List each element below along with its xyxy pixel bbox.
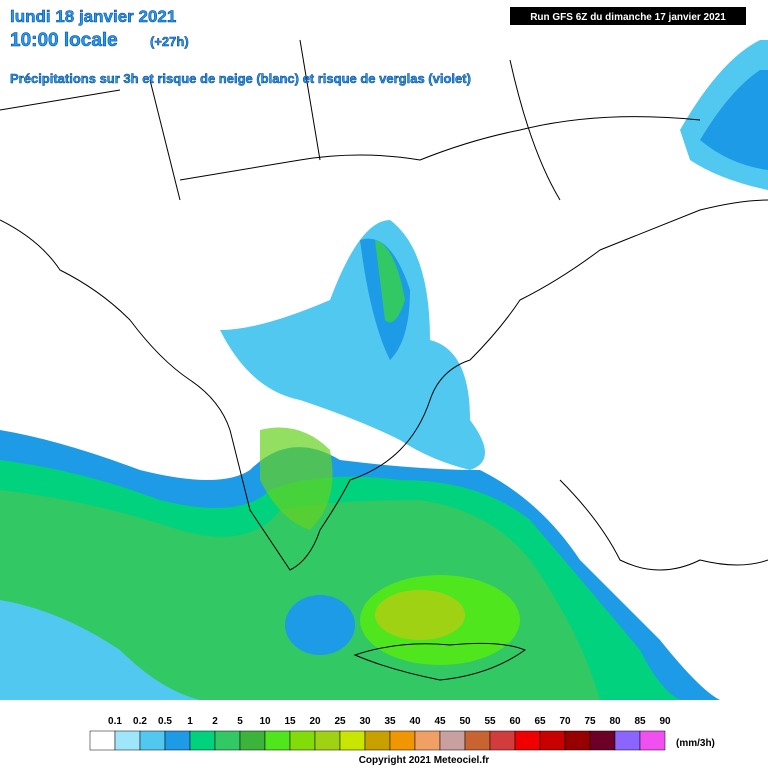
legend-level: 1 [187, 716, 193, 727]
legend-level: 0.2 [133, 716, 147, 727]
legend-swatch [264, 730, 291, 751]
legend-swatch [164, 730, 191, 751]
legend-level: 30 [359, 716, 371, 727]
run-box [510, 7, 746, 25]
precipitation-field [0, 40, 768, 700]
legend-swatch [639, 730, 666, 751]
legend: 0.1 0.2 0.5 1 2 5 10 15 20 25 30 35 40 45 50 55 60 65 70 75… [89, 716, 671, 751]
legend-level: 0.5 [158, 716, 172, 727]
legend-swatch [239, 730, 266, 751]
legend-swatch [514, 730, 541, 751]
legend-swatch [564, 730, 591, 751]
legend-swatch [289, 730, 316, 751]
legend-level: 90 [659, 716, 671, 727]
legend-level: 85 [634, 716, 646, 727]
legend-level: 35 [384, 716, 396, 727]
legend-level: 5 [237, 716, 243, 727]
legend-level: 25 [334, 716, 346, 727]
legend-swatch [464, 730, 491, 751]
legend-swatch [614, 730, 641, 751]
legend-level: 50 [459, 716, 471, 727]
legend-swatch [364, 730, 391, 751]
legend-swatch [114, 730, 141, 751]
legend-level: 65 [534, 716, 546, 727]
run-label: Run GFS 6Z du dimanche 17 janvier 2021 [530, 12, 726, 23]
legend-swatch [539, 730, 566, 751]
copyright: Copyright 2021 Meteociel.fr [359, 755, 490, 766]
legend-swatch [139, 730, 166, 751]
legend-swatch [414, 730, 441, 751]
legend-swatch [389, 730, 416, 751]
legend-level: 15 [284, 716, 296, 727]
legend-unit: (mm/3h) [676, 738, 715, 749]
legend-swatch [489, 730, 516, 751]
legend-swatch [214, 730, 241, 751]
legend-swatch [89, 730, 116, 751]
legend-level: 70 [559, 716, 571, 727]
legend-swatch [189, 730, 216, 751]
legend-swatch [439, 730, 466, 751]
date-title: lundi 18 janvier 2021 [10, 7, 176, 26]
legend-level: 45 [434, 716, 446, 727]
legend-level: 20 [309, 716, 321, 727]
legend-level: 60 [509, 716, 521, 727]
legend-level: 0.1 [108, 716, 122, 727]
legend-level: 2 [212, 716, 218, 727]
legend-level: 80 [609, 716, 621, 727]
time-title: 10:00 locale [10, 30, 118, 51]
legend-level: 10 [259, 716, 271, 727]
coastlines [0, 39, 768, 681]
legend-swatch [314, 730, 341, 751]
lead-time: (+27h) [150, 34, 189, 49]
legend-level: 40 [409, 716, 421, 727]
map-header: lundi 18 janvier 2021 10:00 locale (+27h… [10, 7, 746, 86]
legend-swatch [589, 730, 616, 751]
legend-swatch [339, 730, 366, 751]
legend-level: 55 [484, 716, 496, 727]
legend-level: 75 [584, 716, 596, 727]
subtitle: Précipitations sur 3h et risque de neige… [10, 71, 471, 86]
